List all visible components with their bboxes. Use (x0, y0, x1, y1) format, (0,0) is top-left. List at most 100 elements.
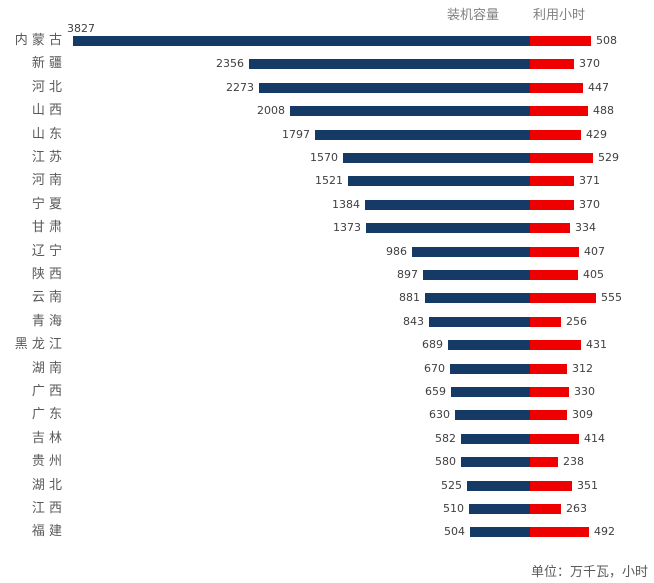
hours-bar (530, 457, 558, 468)
hours-value: 414 (584, 431, 605, 445)
category-label: 江 西 (31, 501, 62, 516)
hours-value: 370 (579, 197, 600, 211)
capacity-value: 2356 (216, 57, 244, 71)
category-label: 陕 西 (31, 267, 62, 282)
capacity-value: 670 (424, 361, 445, 375)
category-label: 江 苏 (31, 150, 62, 165)
category-label: 新 疆 (31, 56, 62, 72)
hours-value: 492 (594, 525, 615, 539)
hours-bar (530, 433, 579, 444)
category-label: 广 西 (31, 384, 62, 399)
hours-bar (530, 480, 572, 491)
hours-value: 555 (601, 291, 622, 305)
category-label: 贵 州 (31, 454, 62, 470)
capacity-value: 1521 (315, 174, 343, 188)
capacity-bar (365, 199, 530, 210)
category-label: 辽 宁 (31, 243, 62, 259)
hours-bar (530, 527, 589, 538)
capacity-value: 2273 (226, 80, 254, 94)
hours-value: 334 (575, 221, 596, 235)
category-label: 青 海 (31, 313, 62, 329)
capacity-bar (423, 270, 530, 280)
capacity-bar (470, 527, 530, 538)
hours-value: 508 (596, 34, 617, 47)
capacity-value: 897 (397, 268, 418, 281)
capacity-value: 689 (422, 338, 443, 352)
capacity-bar (448, 340, 530, 351)
capacity-bar (366, 223, 530, 234)
category-label: 甘 肃 (31, 220, 62, 236)
capacity-value: 2008 (257, 104, 285, 118)
category-label: 内 蒙 古 (14, 33, 62, 48)
hours-bar (530, 223, 570, 234)
capacity-value: 843 (403, 314, 424, 328)
capacity-bar (451, 387, 530, 397)
category-label: 河 北 (31, 79, 62, 95)
hours-bar (530, 59, 574, 70)
hours-value: 407 (584, 244, 605, 258)
capacity-value: 504 (444, 525, 465, 539)
capacity-value: 1797 (282, 127, 310, 141)
hours-bar (530, 106, 588, 117)
hours-value: 312 (572, 361, 593, 375)
hours-bar (530, 410, 567, 421)
hours-value: 330 (574, 385, 595, 398)
capacity-bar (315, 129, 530, 140)
capacity-value: 1373 (333, 221, 361, 235)
capacity-bar (73, 36, 530, 46)
hours-value: 351 (577, 478, 598, 492)
legend-hours-label: 利用小时 (533, 8, 586, 23)
hours-bar (530, 363, 567, 374)
capacity-bar (343, 153, 530, 163)
category-label: 宁 夏 (31, 196, 62, 212)
hours-bar (530, 36, 591, 46)
category-label: 云 南 (31, 290, 62, 306)
capacity-bar (469, 504, 530, 514)
hours-value: 431 (586, 338, 607, 352)
hours-bar (530, 129, 581, 140)
hours-value: 263 (566, 502, 587, 515)
capacity-value: 580 (435, 455, 456, 469)
capacity-bar (455, 410, 530, 421)
capacity-value: 525 (441, 478, 462, 492)
capacity-value: 3827 (67, 22, 95, 35)
unit-note: 单位：万千瓦，小时 (530, 565, 648, 580)
category-label: 湖 南 (31, 360, 62, 376)
capacity-bar (249, 59, 530, 70)
hours-value: 529 (598, 151, 619, 164)
hours-value: 238 (563, 455, 584, 469)
capacity-value: 510 (443, 502, 464, 515)
category-label: 黑 龙 江 (14, 337, 62, 353)
capacity-value: 630 (429, 408, 450, 422)
hours-value: 488 (593, 104, 614, 118)
capacity-value: 1384 (332, 197, 360, 211)
capacity-value: 659 (425, 385, 446, 398)
category-label: 湖 北 (31, 477, 62, 493)
category-label: 广 东 (31, 407, 62, 423)
hours-bar (530, 270, 578, 280)
capacity-bar (429, 316, 530, 327)
capacity-value: 986 (386, 244, 407, 258)
capacity-bar (461, 433, 530, 444)
capacity-bar (467, 480, 530, 491)
capacity-bar (412, 246, 530, 257)
hours-bar (530, 340, 581, 351)
hours-value: 309 (572, 408, 593, 422)
capacity-value: 582 (435, 431, 456, 445)
hours-value: 370 (579, 57, 600, 71)
hours-bar (530, 293, 596, 304)
hours-bar (530, 199, 574, 210)
category-label: 福 建 (31, 524, 62, 540)
capacity-bar (425, 293, 530, 304)
hours-value: 405 (583, 268, 604, 281)
hours-bar (530, 387, 569, 397)
hours-bar (530, 82, 583, 93)
hours-value: 256 (566, 314, 587, 328)
hours-bar (530, 153, 593, 163)
hours-bar (530, 504, 561, 514)
hours-bar (530, 246, 579, 257)
capacity-value: 1570 (310, 151, 338, 164)
category-label: 山 东 (31, 126, 62, 142)
category-label: 山 西 (31, 103, 62, 119)
